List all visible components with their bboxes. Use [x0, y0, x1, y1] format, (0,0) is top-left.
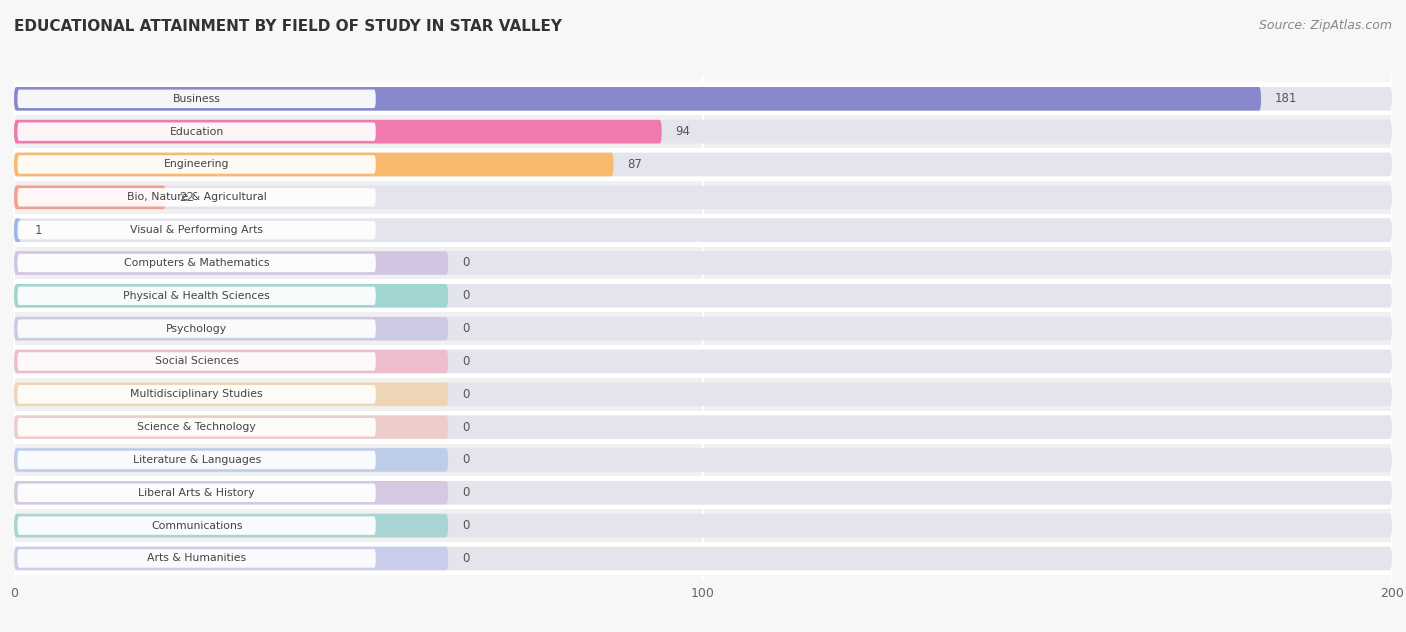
- Text: Business: Business: [173, 94, 221, 104]
- Text: 94: 94: [675, 125, 690, 138]
- Text: 181: 181: [1275, 92, 1298, 106]
- FancyBboxPatch shape: [14, 382, 449, 406]
- FancyBboxPatch shape: [14, 120, 662, 143]
- FancyBboxPatch shape: [14, 514, 449, 537]
- Text: EDUCATIONAL ATTAINMENT BY FIELD OF STUDY IN STAR VALLEY: EDUCATIONAL ATTAINMENT BY FIELD OF STUDY…: [14, 19, 562, 34]
- FancyBboxPatch shape: [14, 186, 1392, 209]
- FancyBboxPatch shape: [14, 218, 21, 242]
- FancyBboxPatch shape: [14, 317, 449, 341]
- FancyBboxPatch shape: [14, 547, 1392, 570]
- FancyBboxPatch shape: [14, 448, 1392, 471]
- Text: 1: 1: [35, 224, 42, 236]
- Text: Engineering: Engineering: [165, 159, 229, 169]
- FancyBboxPatch shape: [17, 549, 375, 568]
- Text: Physical & Health Sciences: Physical & Health Sciences: [124, 291, 270, 301]
- Bar: [14, 181, 1392, 214]
- Text: 0: 0: [463, 454, 470, 466]
- Text: 87: 87: [627, 158, 643, 171]
- FancyBboxPatch shape: [17, 286, 375, 305]
- Text: Communications: Communications: [150, 521, 242, 531]
- Text: Source: ZipAtlas.com: Source: ZipAtlas.com: [1258, 19, 1392, 32]
- FancyBboxPatch shape: [14, 481, 449, 504]
- Bar: [14, 509, 1392, 542]
- Text: 0: 0: [463, 355, 470, 368]
- Text: 0: 0: [463, 388, 470, 401]
- Text: Visual & Performing Arts: Visual & Performing Arts: [131, 225, 263, 235]
- Text: Social Sciences: Social Sciences: [155, 356, 239, 367]
- FancyBboxPatch shape: [17, 123, 375, 141]
- FancyBboxPatch shape: [17, 155, 375, 174]
- Bar: [14, 444, 1392, 477]
- FancyBboxPatch shape: [17, 451, 375, 469]
- FancyBboxPatch shape: [17, 418, 375, 436]
- Bar: [14, 411, 1392, 444]
- FancyBboxPatch shape: [14, 284, 449, 308]
- Text: Education: Education: [170, 126, 224, 137]
- FancyBboxPatch shape: [14, 186, 166, 209]
- FancyBboxPatch shape: [17, 352, 375, 371]
- Bar: [14, 378, 1392, 411]
- FancyBboxPatch shape: [14, 251, 449, 275]
- Bar: [14, 542, 1392, 575]
- FancyBboxPatch shape: [14, 153, 1392, 176]
- FancyBboxPatch shape: [17, 483, 375, 502]
- FancyBboxPatch shape: [14, 481, 1392, 504]
- Bar: [14, 312, 1392, 345]
- Text: 0: 0: [463, 257, 470, 269]
- FancyBboxPatch shape: [14, 284, 1392, 308]
- FancyBboxPatch shape: [14, 87, 1392, 111]
- FancyBboxPatch shape: [14, 514, 1392, 537]
- Text: Multidisciplinary Studies: Multidisciplinary Studies: [131, 389, 263, 399]
- Text: Computers & Mathematics: Computers & Mathematics: [124, 258, 270, 268]
- Bar: [14, 148, 1392, 181]
- Bar: [14, 477, 1392, 509]
- Text: 0: 0: [463, 486, 470, 499]
- Bar: [14, 279, 1392, 312]
- Bar: [14, 82, 1392, 115]
- FancyBboxPatch shape: [17, 385, 375, 403]
- FancyBboxPatch shape: [14, 547, 449, 570]
- Text: 0: 0: [463, 519, 470, 532]
- FancyBboxPatch shape: [17, 221, 375, 240]
- FancyBboxPatch shape: [14, 415, 449, 439]
- Text: 0: 0: [463, 552, 470, 565]
- Text: Arts & Humanities: Arts & Humanities: [148, 554, 246, 564]
- FancyBboxPatch shape: [14, 120, 1392, 143]
- FancyBboxPatch shape: [14, 317, 1392, 341]
- Bar: [14, 214, 1392, 246]
- Bar: [14, 246, 1392, 279]
- FancyBboxPatch shape: [14, 448, 449, 471]
- FancyBboxPatch shape: [17, 516, 375, 535]
- Bar: [14, 115, 1392, 148]
- FancyBboxPatch shape: [14, 349, 1392, 374]
- FancyBboxPatch shape: [14, 87, 1261, 111]
- Text: 22: 22: [180, 191, 194, 204]
- Text: 0: 0: [463, 322, 470, 335]
- FancyBboxPatch shape: [17, 188, 375, 207]
- Text: Bio, Nature & Agricultural: Bio, Nature & Agricultural: [127, 192, 267, 202]
- FancyBboxPatch shape: [17, 90, 375, 108]
- FancyBboxPatch shape: [14, 251, 1392, 275]
- Text: Literature & Languages: Literature & Languages: [132, 455, 260, 465]
- Text: 0: 0: [463, 421, 470, 434]
- FancyBboxPatch shape: [14, 349, 449, 374]
- FancyBboxPatch shape: [17, 254, 375, 272]
- Text: 0: 0: [463, 289, 470, 302]
- Text: Liberal Arts & History: Liberal Arts & History: [138, 488, 254, 498]
- FancyBboxPatch shape: [17, 319, 375, 338]
- Bar: [14, 345, 1392, 378]
- FancyBboxPatch shape: [14, 382, 1392, 406]
- FancyBboxPatch shape: [14, 218, 1392, 242]
- FancyBboxPatch shape: [14, 153, 613, 176]
- Text: Psychology: Psychology: [166, 324, 228, 334]
- FancyBboxPatch shape: [14, 415, 1392, 439]
- Text: Science & Technology: Science & Technology: [138, 422, 256, 432]
